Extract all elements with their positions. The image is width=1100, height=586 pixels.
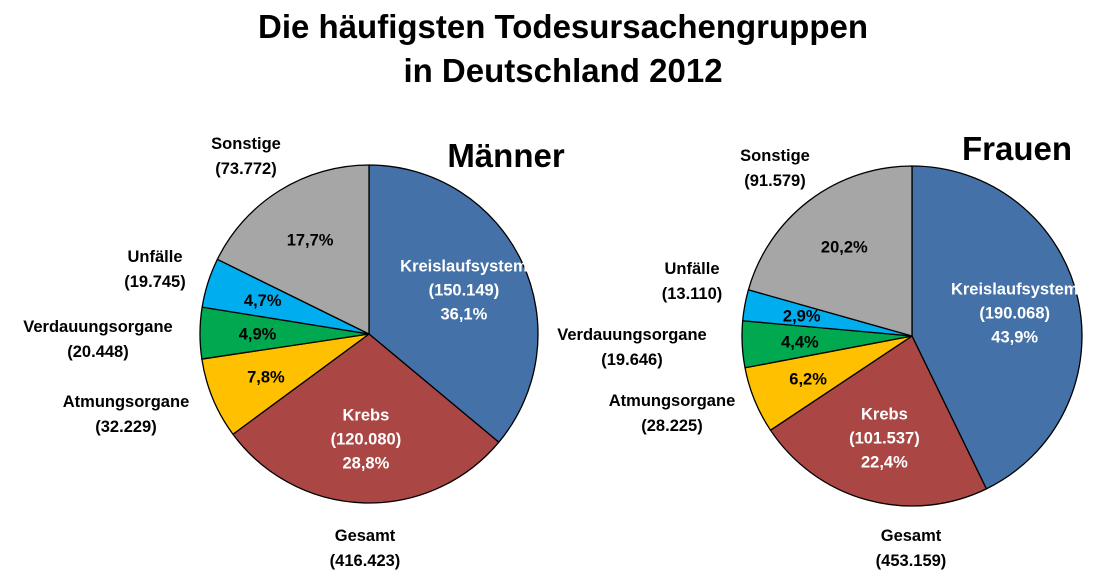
slice-name-label-kreislauf: Kreislaufsystem [400,258,527,276]
slice-name-label-krebs: Krebs [343,407,390,425]
slice-percent-label-kreislauf: 43,9% [991,328,1038,346]
slice-value-label-sonstige: (91.579) [744,172,805,190]
pie-chart-frauen: Frauen Kreislaufsystem (190.068) 43,9% Kreb… [557,130,1083,570]
slice-name-label-unfaelle: Unfälle [664,260,719,278]
slice-percent-label-atmung: 7,8% [247,369,285,387]
slice-percent-label-krebs: 28,8% [343,455,390,473]
labels: Kreislaufsystem (190.068) 43,9% Krebs (101.5… [557,147,1078,472]
pie-slice-sonstige [216,164,370,335]
labels: Kreislaufsystem (150.149) 36,1% Krebs (120.0… [23,135,527,473]
slice-value-label-krebs: (101.537) [849,430,920,448]
slice-value-label-krebs: (120.080) [331,431,402,449]
pie-slice-krebs [769,335,988,507]
chart-title-maenner: Männer [447,137,565,174]
slice-percent-label-krebs: 22,4% [861,454,908,472]
main-title-line-1: Die häufigsten Todesursachengruppen [258,8,868,45]
slice-value-label-unfaelle: (13.110) [662,285,723,303]
slice-percent-label-unfaelle: 2,9% [783,308,821,326]
total-label: Gesamt [335,527,396,545]
slices [199,164,539,504]
pie-slice-kreislauf [911,165,1083,490]
slice-name-label-atmung: Atmungsorgane [63,393,190,411]
slice-percent-label-verdauung: 4,4% [781,334,819,352]
slice-value-label-atmung: (28.225) [641,417,702,435]
slice-name-label-verdauung: Verdauungsorgane [557,326,706,344]
chart-title-frauen: Frauen [962,130,1072,167]
pie-chart-maenner: Männer Kreislaufsystem (150.149) 36,1% Kreb… [23,135,565,570]
slice-value-label-kreislauf: (150.149) [429,282,500,300]
slice-name-label-sonstige: Sonstige [740,147,810,165]
slice-percent-label-kreislauf: 36,1% [441,306,488,324]
main-title-line-2: in Deutschland 2012 [403,52,722,89]
total-label: Gesamt [881,527,942,545]
total-value: (416.423) [330,552,401,570]
slice-name-label-verdauung: Verdauungsorgane [23,318,172,336]
pie-slice-kreislauf [368,164,539,443]
slice-percent-label-verdauung: 4,9% [239,325,277,343]
slice-value-label-verdauung: (20.448) [67,343,128,361]
slice-name-label-unfaelle: Unfälle [127,248,182,266]
pie-slice-sonstige [747,165,913,337]
slice-percent-label-atmung: 6,2% [789,370,827,388]
slice-name-label-sonstige: Sonstige [211,135,281,153]
pie-slice-krebs [232,333,500,504]
slice-percent-label-unfaelle: 4,7% [244,292,282,310]
slice-percent-label-sonstige: 20,2% [821,239,868,257]
slice-name-label-atmung: Atmungsorgane [609,392,736,410]
slice-name-label-kreislauf: Kreislaufsystem [951,280,1078,298]
slice-value-label-atmung: (32.229) [95,418,156,436]
slice-value-label-unfaelle: (19.745) [124,273,185,291]
slice-value-label-verdauung: (19.646) [601,351,662,369]
slice-percent-label-sonstige: 17,7% [287,231,334,249]
slice-name-label-krebs: Krebs [861,406,908,424]
slice-value-label-sonstige: (73.772) [215,160,276,178]
slices [741,165,1083,507]
total-value: (453.159) [876,552,947,570]
slice-value-label-kreislauf: (190.068) [979,304,1050,322]
